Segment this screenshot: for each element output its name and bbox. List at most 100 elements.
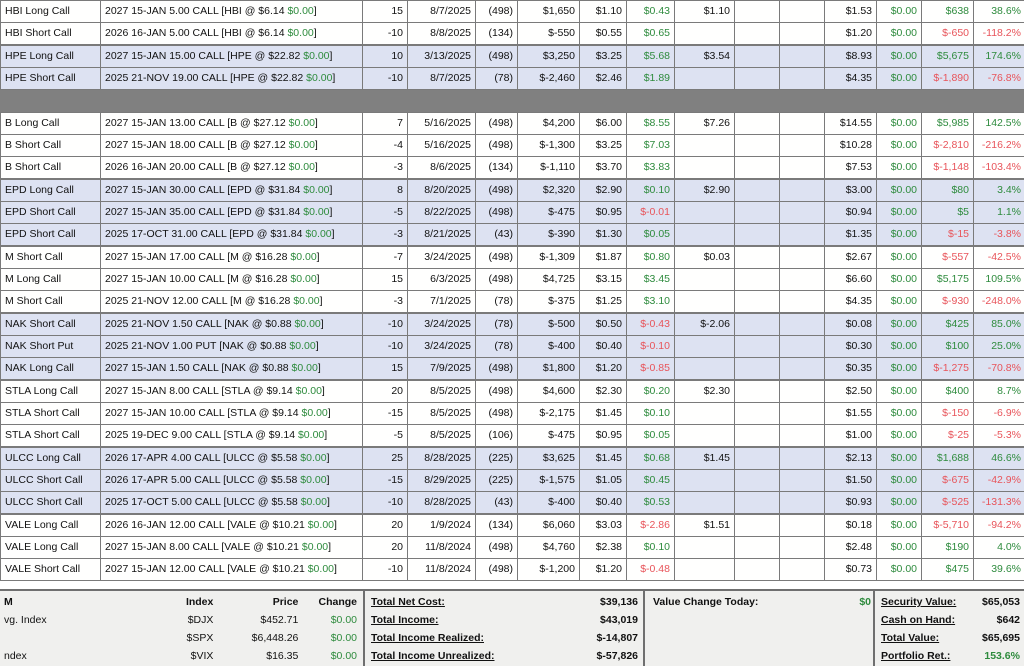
cell-gap2[interactable] (779, 357, 825, 380)
cell-position[interactable]: B Short Call (0, 156, 101, 179)
cell-position[interactable]: EPD Long Call (0, 179, 101, 202)
cell-mark[interactable]: $0.94 (824, 201, 877, 224)
cell-cost[interactable]: $3,250 (517, 45, 580, 68)
cell-qty[interactable]: -10 (362, 67, 408, 90)
cell-gain[interactable]: $5,985 (921, 112, 974, 135)
cell-cost[interactable]: $-2,460 (517, 67, 580, 90)
cell-position[interactable]: NAK Short Call (0, 313, 101, 336)
cell-mark[interactable]: $0.73 (824, 558, 877, 581)
cell-date[interactable]: 8/21/2025 (407, 223, 476, 246)
cell-date[interactable]: 8/5/2025 (407, 380, 476, 403)
cell-chg[interactable]: $3.45 (626, 268, 675, 291)
cell-cost[interactable]: $1,650 (517, 0, 580, 23)
cell-contract[interactable]: 2027 15-JAN 17.00 CALL [M @ $16.28 $0.00… (100, 246, 363, 269)
cell-gap1[interactable] (734, 313, 780, 336)
cell-cost[interactable]: $-1,309 (517, 246, 580, 269)
cell-chg[interactable]: $5.68 (626, 45, 675, 68)
cell-gain[interactable]: $-2,810 (921, 134, 974, 157)
cell-position[interactable]: STLA Short Call (0, 402, 101, 425)
cell-days[interactable]: (498) (475, 558, 518, 581)
cell-contract[interactable]: 2027 15-JAN 5.00 CALL [HBI @ $6.14 $0.00… (100, 0, 363, 23)
cell-daychg[interactable]: $0.00 (876, 313, 922, 336)
cell-mark[interactable]: $10.28 (824, 134, 877, 157)
cell-days[interactable]: (225) (475, 447, 518, 470)
table-row[interactable]: HPE Long Call 2027 15-JAN 15.00 CALL [HPE… (0, 45, 1024, 68)
cell-daychg[interactable]: $0.00 (876, 134, 922, 157)
table-row[interactable]: EPD Short Call 2027 15-JAN 35.00 CALL [EP… (0, 201, 1024, 224)
cell-cost[interactable]: $-2,175 (517, 402, 580, 425)
cell-gain[interactable]: $638 (921, 0, 974, 23)
cell-price[interactable]: $2.30 (579, 380, 627, 403)
cell-pct[interactable]: 8.7% (973, 380, 1024, 403)
positions-group[interactable]: VALE Long Call 2026 16-JAN 12.00 CALL [VA… (0, 514, 1024, 581)
cell-mark[interactable]: $3.00 (824, 179, 877, 202)
table-row[interactable]: M Short Call 2025 21-NOV 12.00 CALL [M @ … (0, 290, 1024, 313)
cell-daychg[interactable]: $0.00 (876, 536, 922, 559)
cell-gap1[interactable] (734, 536, 780, 559)
cell-qty[interactable]: -3 (362, 290, 408, 313)
cell-pct[interactable]: 39.6% (973, 558, 1024, 581)
cell-contract[interactable]: 2025 21-NOV 12.00 CALL [M @ $16.28 $0.00… (100, 290, 363, 313)
cell-gap1[interactable] (734, 0, 780, 23)
cell-mark[interactable]: $4.35 (824, 290, 877, 313)
cell-price[interactable]: $0.95 (579, 424, 627, 447)
cell-contract[interactable]: 2026 16-JAN 12.00 CALL [VALE @ $10.21 $0… (100, 514, 363, 537)
cell-daychg[interactable]: $0.00 (876, 45, 922, 68)
table-row[interactable]: STLA Long Call 2027 15-JAN 8.00 CALL [STL… (0, 380, 1024, 403)
cell-days[interactable]: (43) (475, 223, 518, 246)
cell-cost[interactable]: $6,060 (517, 514, 580, 537)
cell-position[interactable]: ULCC Short Call (0, 491, 101, 514)
cell-qty[interactable]: -10 (362, 491, 408, 514)
cell-position[interactable]: B Long Call (0, 112, 101, 135)
table-row[interactable]: HBI Short Call 2026 16-JAN 5.00 CALL [HBI… (0, 22, 1024, 45)
cell-cost[interactable]: $2,320 (517, 179, 580, 202)
cell-price[interactable]: $0.95 (579, 201, 627, 224)
cell-mark[interactable]: $1.00 (824, 424, 877, 447)
cell-days[interactable]: (498) (475, 45, 518, 68)
cell-mark[interactable]: $0.30 (824, 335, 877, 358)
cell-price[interactable]: $1.20 (579, 357, 627, 380)
cell-qty[interactable]: -3 (362, 156, 408, 179)
cell-pct[interactable]: -42.5% (973, 246, 1024, 269)
cell-date[interactable]: 11/8/2024 (407, 536, 476, 559)
cell-pct[interactable]: -6.9% (973, 402, 1024, 425)
cell-gap2[interactable] (779, 313, 825, 336)
cell-gap1[interactable] (734, 268, 780, 291)
positions-group[interactable]: B Long Call 2027 15-JAN 13.00 CALL [B @ $… (0, 112, 1024, 179)
cell-basis[interactable] (674, 67, 735, 90)
positions-group[interactable]: NAK Short Call 2025 21-NOV 1.50 CALL [NAK… (0, 313, 1024, 380)
cell-price[interactable]: $1.45 (579, 447, 627, 470)
cell-mark[interactable]: $14.55 (824, 112, 877, 135)
cell-date[interactable]: 8/7/2025 (407, 67, 476, 90)
cell-gain[interactable]: $5,675 (921, 45, 974, 68)
cell-gap1[interactable] (734, 491, 780, 514)
cell-gap2[interactable] (779, 424, 825, 447)
table-row[interactable]: EPD Short Call 2025 17-OCT 31.00 CALL [EP… (0, 223, 1024, 246)
cell-mark[interactable]: $2.50 (824, 380, 877, 403)
cell-date[interactable]: 8/5/2025 (407, 402, 476, 425)
cell-gap2[interactable] (779, 268, 825, 291)
table-row[interactable]: STLA Short Call 2025 19-DEC 9.00 CALL [ST… (0, 424, 1024, 447)
cell-position[interactable]: EPD Short Call (0, 223, 101, 246)
cell-cost[interactable]: $-500 (517, 313, 580, 336)
cell-gap2[interactable] (779, 558, 825, 581)
cell-qty[interactable]: -4 (362, 134, 408, 157)
cell-gap2[interactable] (779, 0, 825, 23)
cell-position[interactable]: STLA Short Call (0, 424, 101, 447)
cell-gap2[interactable] (779, 514, 825, 537)
cell-chg[interactable]: $3.83 (626, 156, 675, 179)
cell-basis[interactable] (674, 268, 735, 291)
cell-days[interactable]: (498) (475, 112, 518, 135)
cell-gap1[interactable] (734, 402, 780, 425)
cell-gain[interactable]: $-150 (921, 402, 974, 425)
cell-cost[interactable]: $-1,300 (517, 134, 580, 157)
cell-gap1[interactable] (734, 558, 780, 581)
cell-qty[interactable]: -15 (362, 469, 408, 492)
cell-days[interactable]: (498) (475, 134, 518, 157)
cell-daychg[interactable]: $0.00 (876, 514, 922, 537)
cell-price[interactable]: $0.55 (579, 22, 627, 45)
cell-position[interactable]: HPE Long Call (0, 45, 101, 68)
cell-date[interactable]: 5/16/2025 (407, 134, 476, 157)
cell-basis[interactable] (674, 22, 735, 45)
table-row[interactable]: VALE Long Call 2027 15-JAN 8.00 CALL [VAL… (0, 536, 1024, 559)
